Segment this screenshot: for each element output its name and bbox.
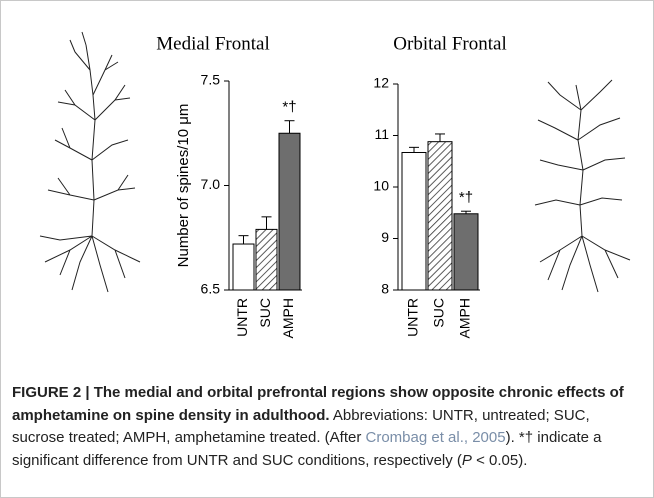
x-tick-label: AMPH bbox=[280, 298, 296, 338]
x-tick-label: AMPH bbox=[457, 298, 473, 338]
y-tick-label: 6.5 bbox=[201, 281, 221, 297]
caption: FIGURE 2 | The medial and orbital prefro… bbox=[12, 382, 644, 472]
citation[interactable]: Crombag et al., 2005 bbox=[366, 429, 506, 446]
chart-title: Medial Frontal bbox=[156, 33, 269, 54]
bar bbox=[454, 214, 478, 290]
page: Medial Frontal 6.5 7.0 7.5 Number of spines/… bbox=[0, 0, 654, 498]
bar bbox=[279, 133, 300, 290]
annotation: *† bbox=[282, 99, 296, 116]
x-tick-label: UNTR bbox=[234, 298, 250, 337]
y-tick-label: 8 bbox=[381, 281, 389, 297]
y-tick-label: 11 bbox=[374, 126, 389, 142]
neuron-drawing bbox=[40, 32, 630, 292]
x-tick-label: UNTR bbox=[405, 298, 421, 337]
bar bbox=[256, 229, 277, 290]
caption-p: P bbox=[462, 452, 472, 469]
y-tick-label: 9 bbox=[381, 229, 389, 245]
annotation: *† bbox=[459, 189, 473, 206]
chart-title: Orbital Frontal bbox=[393, 33, 506, 54]
y-axis-label: Number of spines/10 μm bbox=[175, 104, 192, 268]
y-tick-label: 7.0 bbox=[201, 176, 221, 192]
x-tick-label: SUC bbox=[431, 298, 447, 328]
y-tick-label: 7.5 bbox=[201, 72, 221, 88]
y-tick-label: 12 bbox=[373, 75, 389, 91]
bar bbox=[402, 152, 426, 290]
bar bbox=[233, 244, 254, 290]
x-tick-label: SUC bbox=[257, 298, 273, 328]
bar bbox=[428, 142, 452, 290]
y-tick-label: 10 bbox=[373, 178, 389, 194]
caption-text: < 0.05). bbox=[472, 452, 527, 469]
